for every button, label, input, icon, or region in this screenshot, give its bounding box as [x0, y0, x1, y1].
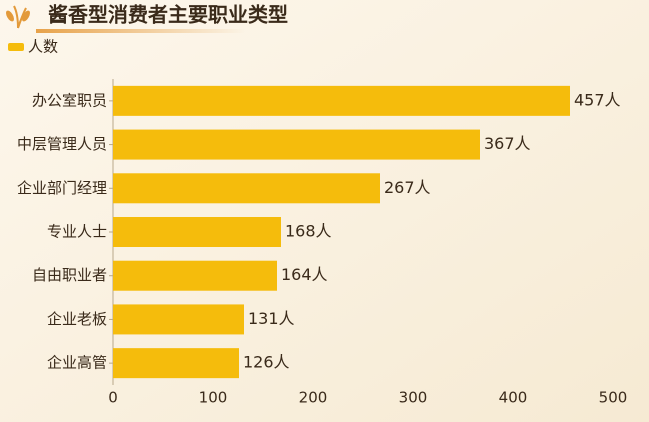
value-label: 131人 [248, 309, 295, 328]
y-tick-label: 企业部门经理 [17, 179, 107, 197]
legend-label: 人数 [28, 38, 58, 56]
y-tick-label: 企业高管 [47, 354, 107, 372]
value-label: 164人 [281, 265, 328, 284]
value-label: 168人 [285, 222, 332, 241]
title-underline [36, 29, 246, 33]
value-label: 457人 [574, 90, 621, 109]
bar [113, 304, 244, 335]
y-tick-label: 办公室职员 [32, 91, 107, 109]
title-icon [6, 5, 30, 29]
y-tick-label: 自由职业者 [32, 266, 107, 284]
x-tick-label: 0 [108, 389, 118, 407]
bar [113, 129, 480, 160]
y-tick-label: 企业老板 [47, 310, 107, 328]
bar [113, 173, 380, 204]
value-label: 267人 [384, 178, 431, 197]
bar [113, 85, 570, 116]
x-tick-label: 500 [599, 389, 628, 407]
bar [113, 217, 281, 247]
x-tick-label: 200 [299, 389, 328, 407]
chart-title: 酱香型消费者主要职业类型 [48, 3, 288, 27]
y-tick-label: 专业人士 [47, 223, 107, 241]
bar [113, 348, 239, 379]
legend-swatch [8, 43, 24, 51]
y-tick-label: 中层管理人员 [17, 135, 107, 153]
value-label: 367人 [484, 134, 531, 153]
value-label: 126人 [243, 353, 290, 372]
x-tick-label: 400 [499, 389, 528, 407]
x-tick-label: 300 [399, 389, 428, 407]
bar [113, 260, 277, 291]
x-tick-label: 100 [199, 389, 228, 407]
